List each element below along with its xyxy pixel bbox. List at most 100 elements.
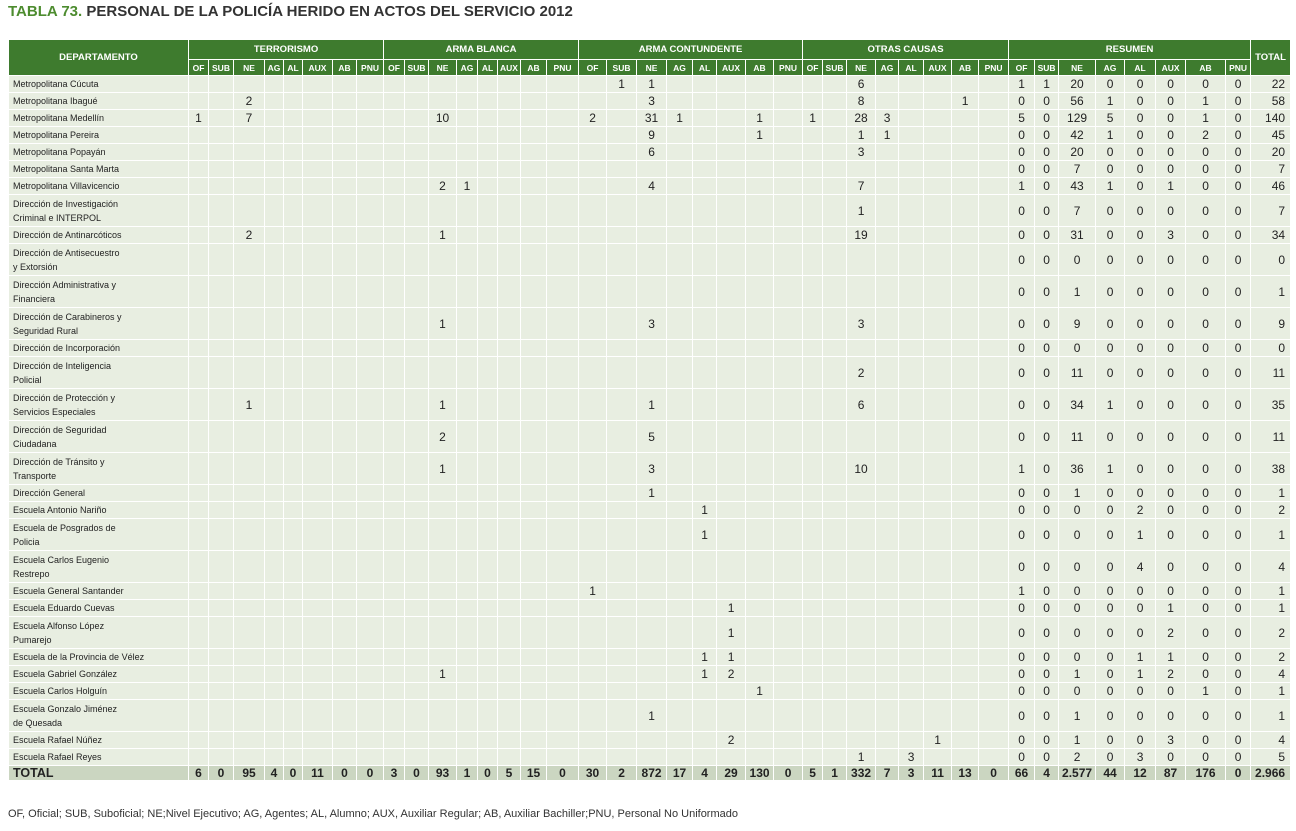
empty-cell: [951, 682, 980, 700]
value-cell: 0: [1225, 748, 1252, 766]
subcolumn-header: NE: [428, 59, 458, 76]
value-cell: 9: [636, 126, 668, 144]
empty-cell: [978, 75, 1010, 93]
value-cell: 3: [1124, 748, 1157, 766]
value-cell: 0: [1034, 582, 1060, 600]
value-cell: 1: [1095, 177, 1126, 195]
empty-cell: [283, 75, 303, 93]
empty-cell: [404, 388, 430, 421]
department-cell: Escuela de la Provincia de Vélez: [8, 648, 189, 666]
value-cell: 4: [636, 177, 668, 195]
empty-cell: [692, 682, 718, 700]
empty-cell: [773, 550, 804, 583]
empty-cell: [428, 648, 458, 666]
value-cell: 0: [1225, 731, 1252, 749]
empty-cell: [283, 275, 303, 308]
empty-cell: [520, 665, 548, 683]
empty-cell: [951, 518, 980, 551]
empty-cell: [208, 160, 234, 178]
empty-cell: [404, 275, 430, 308]
empty-cell: [923, 109, 953, 127]
empty-cell: [692, 452, 718, 485]
empty-cell: [546, 682, 580, 700]
empty-cell: [497, 226, 522, 244]
empty-cell: [233, 599, 265, 617]
empty-cell: [606, 665, 638, 683]
empty-cell: [264, 748, 284, 766]
value-cell: 0: [404, 765, 430, 781]
empty-cell: [692, 484, 718, 502]
value-cell: 0: [1008, 731, 1036, 749]
row-total: 2: [1250, 616, 1292, 649]
empty-cell: [456, 307, 479, 340]
department-name: Ciudadana: [13, 438, 57, 449]
empty-cell: [188, 126, 209, 144]
value-cell: 0: [1008, 307, 1036, 340]
value-cell: 0: [1124, 616, 1157, 649]
empty-cell: [822, 339, 848, 357]
department-cell: Dirección de Antisecuestro y Extorsión: [8, 243, 189, 276]
empty-cell: [520, 177, 548, 195]
empty-cell: [802, 243, 824, 276]
empty-cell: [666, 388, 694, 421]
empty-cell: [188, 143, 209, 161]
empty-cell: [578, 452, 608, 485]
empty-cell: [666, 177, 694, 195]
empty-cell: [208, 243, 234, 276]
empty-cell: [383, 484, 406, 502]
value-cell: 43: [1058, 177, 1097, 195]
value-cell: 1: [1008, 452, 1036, 485]
row-total: 45: [1250, 126, 1292, 144]
empty-cell: [546, 243, 580, 276]
empty-cell: [520, 748, 548, 766]
value-cell: 0: [1185, 226, 1227, 244]
empty-cell: [636, 518, 668, 551]
row-total: 4: [1250, 550, 1292, 583]
value-cell: 1: [1155, 177, 1187, 195]
empty-cell: [923, 275, 953, 308]
value-cell: 1: [1124, 648, 1157, 666]
empty-cell: [802, 356, 824, 389]
empty-cell: [822, 748, 848, 766]
subcolumn-header: AUX: [923, 59, 953, 76]
value-cell: 0: [1034, 420, 1060, 453]
value-cell: 1: [1124, 518, 1157, 551]
empty-cell: [456, 194, 479, 227]
empty-cell: [802, 177, 824, 195]
empty-cell: [355, 648, 385, 666]
empty-cell: [898, 648, 925, 666]
empty-cell: [802, 731, 824, 749]
empty-cell: [264, 160, 284, 178]
empty-cell: [355, 339, 385, 357]
empty-cell: [188, 501, 209, 519]
empty-cell: [302, 599, 333, 617]
empty-cell: [404, 550, 430, 583]
department-name: Restrepo: [13, 568, 50, 579]
empty-cell: [773, 682, 804, 700]
empty-cell: [283, 452, 303, 485]
empty-cell: [456, 388, 479, 421]
department-name: Escuela Rafael Reyes: [13, 752, 102, 762]
value-cell: 0: [1008, 616, 1036, 649]
empty-cell: [875, 160, 900, 178]
value-cell: 34: [1058, 388, 1097, 421]
subcolumn-header: AL: [283, 59, 303, 76]
empty-cell: [875, 356, 900, 389]
data-row: Metropolitana Medellín 1 7 10 2 31 1 1 1 28 3 5 0 129…: [8, 109, 1292, 127]
empty-cell: [477, 226, 499, 244]
department-name: Transporte: [13, 470, 57, 481]
empty-cell: [951, 599, 980, 617]
empty-cell: [264, 307, 284, 340]
empty-cell: [546, 226, 580, 244]
data-row: Escuela de Posgrados de Policia 1 0 0 0 0 1 0 0 0 1: [8, 518, 1292, 551]
subcolumn-header: NE: [233, 59, 265, 76]
empty-cell: [428, 582, 458, 600]
empty-cell: [898, 452, 925, 485]
group-header: OTRAS CAUSAS: [802, 39, 1010, 60]
value-cell: 0: [1008, 275, 1036, 308]
empty-cell: [355, 452, 385, 485]
value-cell: 0: [1008, 339, 1036, 357]
data-row: Escuela Antonio Nariño 1 0 0 0 0 2 0 0 0 2: [8, 501, 1292, 519]
value-cell: 0: [1225, 518, 1252, 551]
empty-cell: [477, 339, 499, 357]
